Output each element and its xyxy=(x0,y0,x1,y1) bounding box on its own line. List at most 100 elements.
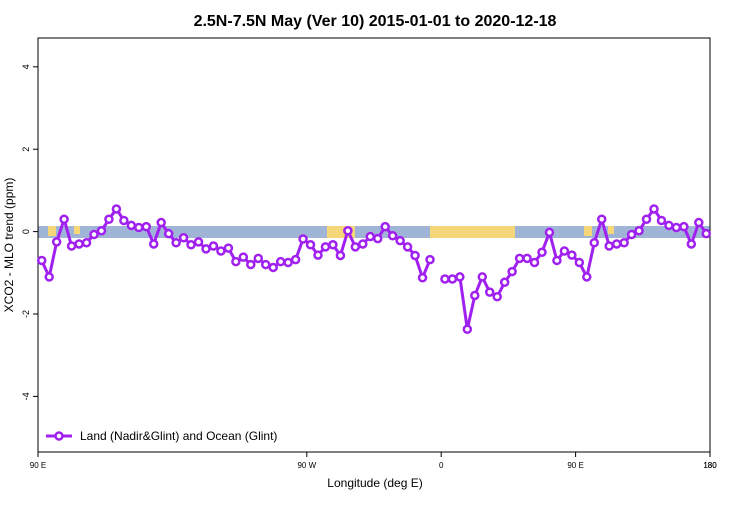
data-point xyxy=(686,239,697,249)
data-point xyxy=(201,244,211,254)
data-point xyxy=(208,241,219,251)
data-point xyxy=(477,272,488,282)
y-tick-label: -4 xyxy=(21,392,31,400)
data-point xyxy=(626,229,637,240)
data-point xyxy=(44,272,54,282)
data-point xyxy=(66,241,77,251)
data-point xyxy=(231,256,241,267)
data-point xyxy=(499,277,510,288)
data-point xyxy=(701,228,712,239)
data-point xyxy=(350,242,361,252)
x-axis-label: Longitude (deg E) xyxy=(327,476,422,490)
data-point xyxy=(59,214,69,225)
data-point xyxy=(582,272,592,282)
data-point xyxy=(649,204,659,214)
data-point xyxy=(111,204,122,214)
x-tick-label: 90 E xyxy=(567,461,583,470)
data-point xyxy=(171,237,181,248)
data-point xyxy=(96,226,107,236)
data-point xyxy=(253,253,264,264)
data-point xyxy=(74,239,84,249)
data-point xyxy=(567,250,577,260)
data-point xyxy=(656,215,667,226)
data-point xyxy=(275,256,286,267)
data-point xyxy=(380,221,390,232)
data-point xyxy=(223,243,234,253)
data-point xyxy=(537,247,547,257)
data-point xyxy=(283,257,293,268)
data-point xyxy=(134,222,144,233)
legend-label: Land (Nadir&Glint) and Ocean (Glint) xyxy=(80,429,277,443)
data-point xyxy=(694,217,704,228)
data-point xyxy=(425,254,435,265)
data-point xyxy=(611,239,622,249)
data-point xyxy=(395,235,405,246)
x-tick-label: 0 xyxy=(439,461,444,470)
data-point xyxy=(484,287,495,297)
data-point xyxy=(462,324,473,334)
data-point xyxy=(455,272,465,282)
y-tick-label: 4 xyxy=(21,64,31,69)
data-point xyxy=(470,290,480,301)
data-point xyxy=(604,241,614,251)
data-point xyxy=(238,252,249,262)
data-point xyxy=(507,266,517,277)
data-point xyxy=(410,250,420,261)
data-point xyxy=(51,237,62,247)
y-tick-label: -2 xyxy=(21,310,31,318)
data-point xyxy=(492,291,502,302)
x-tick-label: 90 E xyxy=(30,461,46,470)
data-point xyxy=(641,214,652,225)
data-point xyxy=(313,250,323,260)
y-axis-label: XCO2 - MLO trend (ppm) xyxy=(2,178,16,313)
data-point xyxy=(619,237,629,248)
data-point xyxy=(328,240,338,250)
data-point xyxy=(246,259,256,270)
data-point xyxy=(529,257,540,268)
data-point xyxy=(402,242,413,252)
data-point xyxy=(679,221,689,232)
data-point xyxy=(574,257,585,268)
data-point xyxy=(163,228,174,239)
data-point xyxy=(290,254,301,265)
data-point xyxy=(372,233,383,244)
surface-strip xyxy=(38,226,710,238)
data-point xyxy=(671,222,682,233)
data-point xyxy=(447,274,458,284)
data-point xyxy=(320,242,331,252)
x-tick-label: 180 xyxy=(703,461,717,470)
data-point xyxy=(358,239,368,249)
data-point xyxy=(260,259,271,270)
data-point xyxy=(104,214,114,225)
data-point xyxy=(552,255,562,266)
data-point xyxy=(596,214,607,225)
data-point xyxy=(126,220,137,231)
data-point xyxy=(514,253,525,264)
data-point xyxy=(335,250,346,261)
data-point xyxy=(559,246,570,256)
data-point xyxy=(119,215,129,226)
data-point xyxy=(305,240,316,250)
data-point xyxy=(36,255,47,266)
data-point xyxy=(544,227,555,238)
data-point xyxy=(365,231,376,242)
data-point xyxy=(522,253,532,264)
data-point xyxy=(387,230,398,241)
data-point xyxy=(343,226,353,236)
data-point xyxy=(193,237,204,247)
chart-title: 2.5N-7.5N May (Ver 10) 2015-01-01 to 202… xyxy=(194,13,557,30)
y-tick-label: 0 xyxy=(21,229,31,234)
data-point xyxy=(268,262,278,273)
data-point xyxy=(156,217,166,228)
data-point xyxy=(81,237,92,248)
data-point xyxy=(186,240,196,250)
plot-frame xyxy=(37,37,711,453)
data-point xyxy=(89,229,99,240)
data-point xyxy=(216,246,226,256)
x-tick-label: 180 xyxy=(703,461,717,470)
data-point xyxy=(298,234,308,244)
y-tick-label: 2 xyxy=(21,147,31,152)
data-point xyxy=(178,233,189,243)
data-point xyxy=(664,220,674,231)
